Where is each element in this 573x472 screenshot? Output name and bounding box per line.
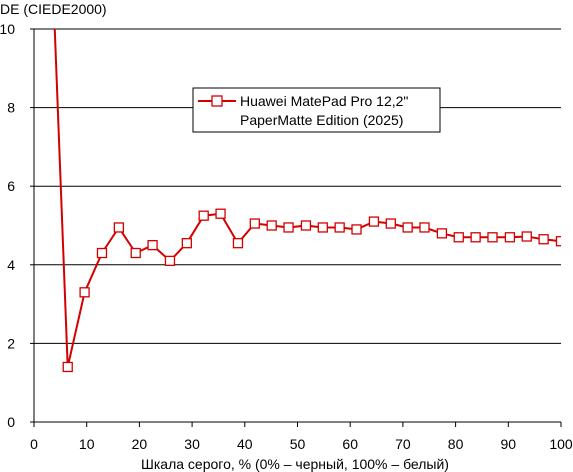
axes: [30, 28, 562, 427]
y-tick-labels: 0 2 4 6 8 10: [0, 21, 15, 430]
data-point-0: [62, 361, 73, 373]
y-tick-label-4: 4: [7, 257, 15, 273]
data-point-5: [147, 239, 158, 251]
y-tick-label-6: 6: [7, 178, 15, 194]
legend-box: [192, 87, 441, 133]
data-point-8: [198, 210, 209, 221]
x-axis-title: Шкала серого, % (0% – черный, 100% – бел…: [141, 456, 449, 472]
data-point-10: [232, 238, 244, 249]
y-tick-label-8: 8: [7, 100, 15, 116]
x-tick-label-100: 100: [549, 436, 573, 452]
x-tick-label-80: 80: [448, 436, 464, 452]
data-point-23: [453, 232, 464, 243]
series-0: [53, 29, 561, 373]
data-point-19: [385, 218, 396, 229]
data-point-22: [436, 228, 448, 239]
data-point-12: [266, 220, 277, 231]
x-tick-labels: 0 10 20 30 40 50 60 70 80 90 100: [30, 436, 573, 452]
series-0-lead-line: [53, 29, 69, 368]
y-tick-label-0: 0: [7, 414, 15, 430]
legend-marker: [211, 95, 223, 107]
data-point-25: [487, 232, 498, 243]
data-point-15: [317, 222, 328, 233]
y-axis-title: DE (CIEDE2000): [0, 1, 107, 17]
x-tick-label-50: 50: [290, 436, 306, 452]
grid-lines: [34, 28, 561, 344]
x-tick-label-70: 70: [395, 436, 411, 452]
data-point-26: [504, 232, 516, 243]
data-point-20: [402, 222, 413, 233]
data-point-18: [368, 216, 380, 227]
x-tick-label-0: 0: [30, 436, 38, 452]
data-point-29: [555, 236, 561, 247]
legend: Huawei MatePad Pro 12,2" PaperMatte Edit…: [192, 87, 441, 133]
data-point-6: [164, 255, 176, 267]
data-point-16: [334, 222, 345, 233]
legend-label-line-1: Huawei MatePad Pro 12,2": [240, 93, 408, 109]
x-tick-label-20: 20: [132, 436, 148, 452]
data-point-11: [249, 218, 260, 229]
y-tick-label-2: 2: [7, 335, 15, 351]
legend-label-line-2: PaperMatte Edition (2025): [240, 112, 403, 128]
series-0-line: [66, 212, 561, 368]
x-tick-label-10: 10: [79, 436, 95, 452]
data-point-3: [113, 222, 124, 233]
x-tick-label-40: 40: [237, 436, 253, 452]
data-point-7: [181, 238, 192, 249]
x-tick-label-90: 90: [501, 436, 517, 452]
data-point-28: [538, 234, 549, 245]
x-tick-label-60: 60: [342, 436, 358, 452]
y-tick-label-10: 10: [0, 21, 15, 37]
data-point-27: [521, 231, 532, 242]
data-point-24: [470, 232, 481, 243]
data-point-21: [419, 222, 430, 233]
data-point-9: [215, 208, 226, 219]
data-point-14: [300, 220, 312, 231]
data-point-17: [351, 224, 362, 235]
series-group: [53, 29, 561, 373]
data-point-2: [96, 247, 108, 259]
x-tick-label-30: 30: [184, 436, 200, 452]
data-point-1: [79, 287, 90, 298]
data-point-13: [283, 222, 294, 233]
data-point-4: [130, 247, 141, 259]
